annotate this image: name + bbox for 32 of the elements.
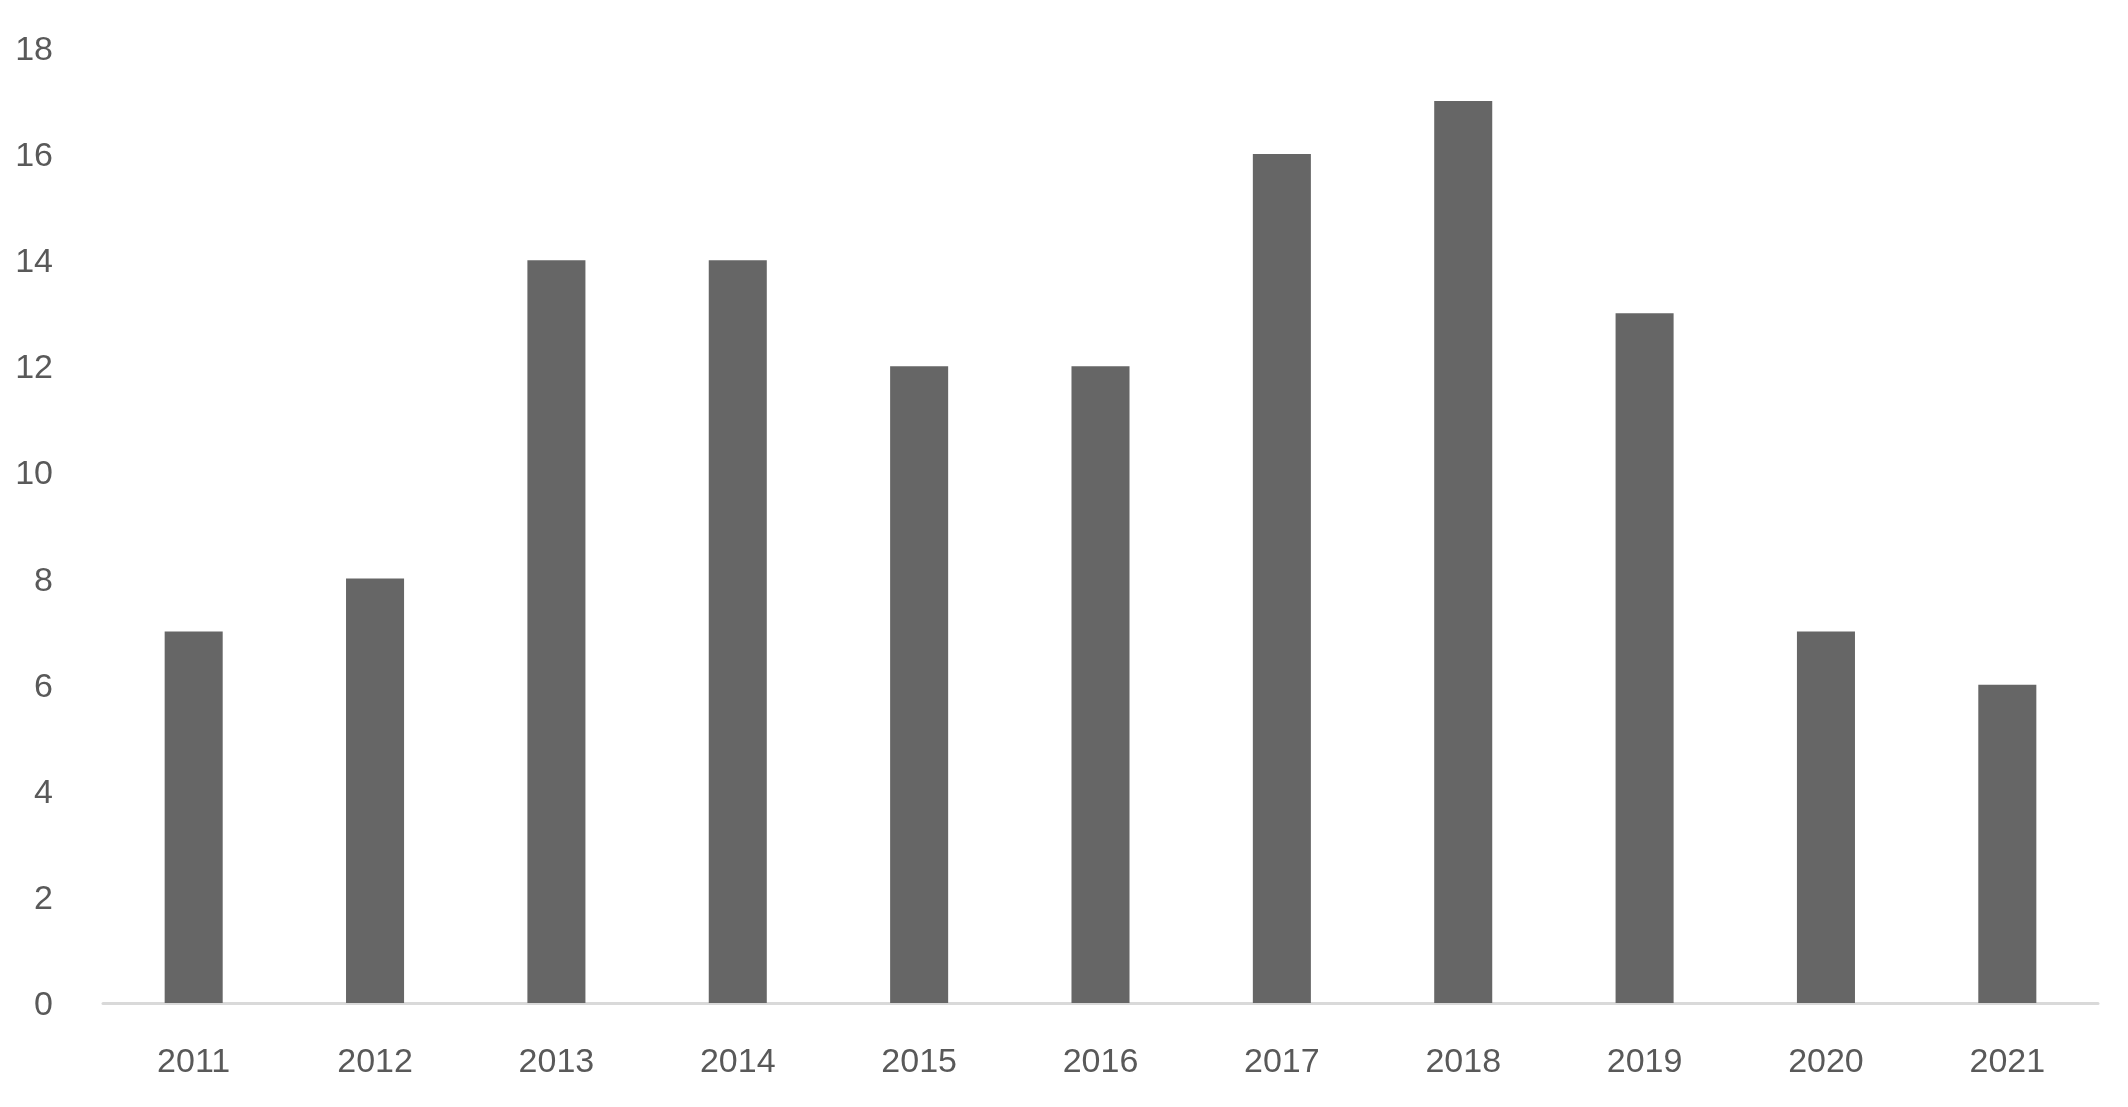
bar	[1434, 101, 1493, 1003]
x-tick-label: 2012	[337, 1041, 413, 1079]
bar	[1071, 366, 1130, 1003]
x-tick-label: 2013	[518, 1041, 595, 1079]
y-tick-label: 16	[15, 135, 53, 174]
y-tick-label: 4	[34, 771, 53, 810]
bar	[1796, 631, 1855, 1003]
bar	[1615, 313, 1674, 1003]
y-tick-label: 2	[34, 877, 53, 916]
x-tick-label: 2020	[1788, 1041, 1864, 1079]
bar	[527, 260, 586, 1003]
bar	[890, 366, 949, 1003]
x-tick-label: 2017	[1244, 1041, 1320, 1079]
bar	[346, 578, 405, 1003]
y-tick-label: 8	[34, 559, 53, 598]
y-tick-label: 6	[34, 665, 53, 704]
bar	[1252, 154, 1311, 1003]
y-tick-label: 12	[15, 347, 53, 386]
x-tick-label: 2011	[157, 1041, 231, 1079]
y-tick-label: 0	[34, 984, 53, 1022]
bar	[708, 260, 767, 1003]
bar	[1978, 684, 2037, 1003]
y-tick-label: 18	[15, 29, 53, 67]
y-tick-label: 14	[15, 241, 53, 280]
bar	[164, 631, 223, 1003]
x-tick-label: 2018	[1425, 1041, 1502, 1079]
x-tick-label: 2021	[1969, 1041, 2046, 1079]
x-tick-label: 2015	[881, 1041, 957, 1079]
x-tick-label: 2016	[1062, 1041, 1139, 1079]
x-tick-label: 2014	[699, 1041, 776, 1079]
y-tick-label: 10	[15, 453, 53, 492]
x-tick-label: 2019	[1606, 1041, 1683, 1079]
